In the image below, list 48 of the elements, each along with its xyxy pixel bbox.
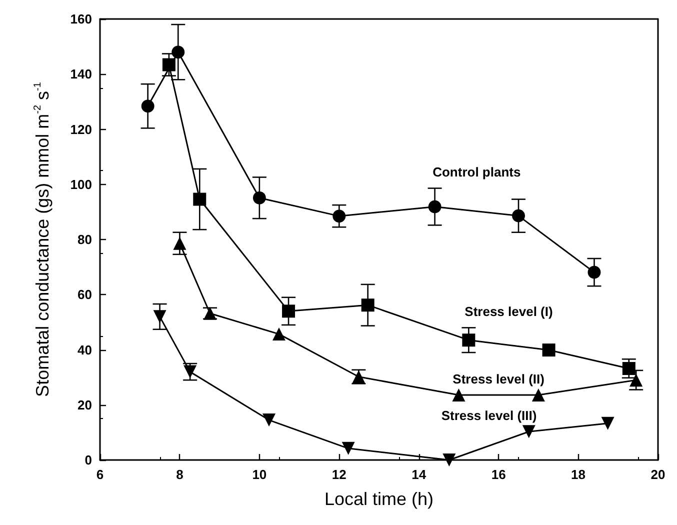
y-tick-label: 40 (78, 342, 92, 358)
point (601, 416, 614, 430)
point (252, 191, 266, 204)
y-tick-label: 140 (70, 66, 92, 82)
x-tick-label: 20 (650, 467, 666, 482)
x-tick-label: 16 (491, 467, 506, 482)
point (462, 334, 476, 347)
point (588, 266, 601, 279)
point (193, 192, 206, 206)
point (272, 328, 286, 341)
x-axis-title: Local time (h) (324, 489, 434, 509)
series-label: Stress level (III) (441, 408, 537, 424)
point (361, 298, 374, 312)
point (162, 58, 176, 72)
point (141, 100, 154, 113)
point (630, 374, 643, 387)
x-tick-label: 6 (96, 467, 104, 482)
y-tick-label: 20 (78, 397, 92, 412)
point (622, 362, 636, 375)
x-tick-label: 10 (252, 467, 267, 482)
y-tick-label: 100 (70, 176, 92, 192)
series-label: Stress level (II) (452, 371, 544, 386)
x-tick-label: 14 (412, 467, 427, 482)
x-tick-label: 8 (176, 467, 184, 482)
point (332, 210, 346, 223)
point (173, 236, 186, 250)
point (452, 388, 466, 402)
y-tick-label: 120 (70, 122, 92, 137)
point (532, 388, 545, 402)
point (542, 344, 556, 357)
y-axis-title: Stomatal conductance (gs) mmol m-2 s-1 (32, 82, 52, 397)
y-tick-label: 80 (78, 232, 92, 247)
y-tick-label: 160 (70, 12, 92, 26)
y-tick-label: 60 (78, 287, 92, 302)
x-tick-label: 18 (571, 467, 586, 482)
point (512, 209, 525, 222)
point (342, 442, 355, 455)
x-tick-label: 12 (332, 467, 346, 482)
y-tick-label: 0 (84, 452, 92, 468)
series-label: Stress level (I) (464, 304, 553, 320)
point (262, 414, 276, 427)
point (442, 454, 456, 466)
series-label: Control plants (432, 164, 521, 180)
point (522, 425, 536, 438)
point (428, 200, 442, 214)
point (153, 310, 166, 324)
point (282, 304, 296, 318)
point (172, 46, 185, 59)
